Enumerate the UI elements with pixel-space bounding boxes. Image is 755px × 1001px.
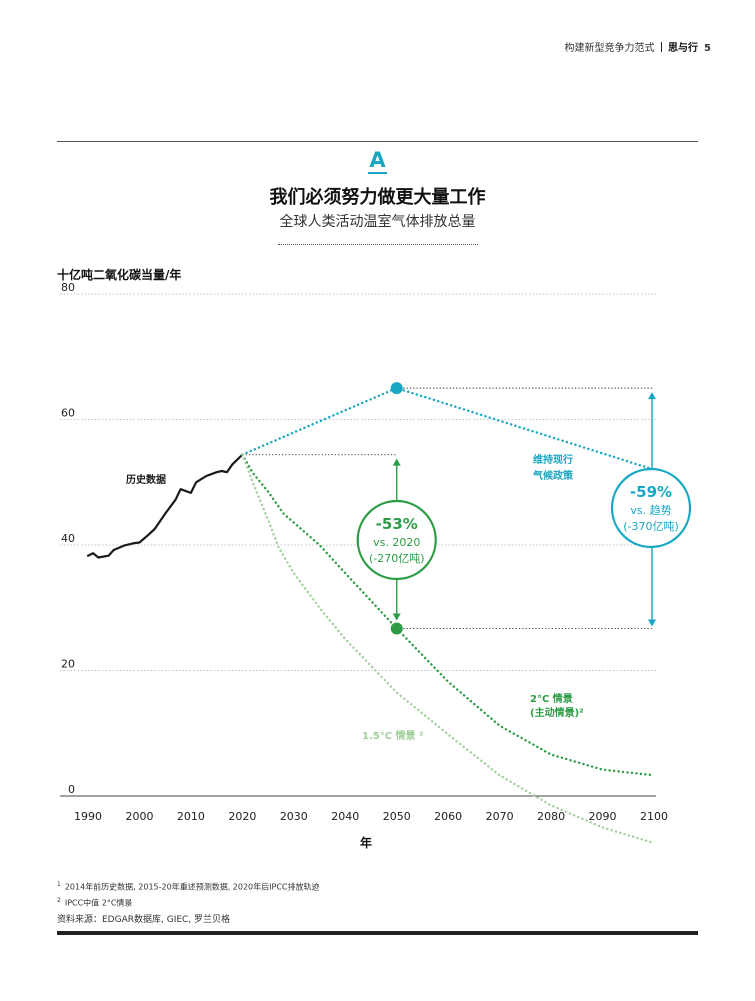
x-tick-label: 2070 bbox=[486, 810, 514, 823]
arrow-vs-2020-head-up bbox=[392, 458, 401, 466]
y-tick-label: 0 bbox=[68, 783, 75, 796]
y-tick-label: 40 bbox=[61, 532, 75, 545]
header-divider bbox=[660, 42, 663, 52]
x-tick-label: 2020 bbox=[228, 810, 256, 823]
x-axis-label: 年 bbox=[360, 835, 372, 850]
y-tick-label: 80 bbox=[61, 281, 75, 294]
x-tick-label: 2080 bbox=[537, 810, 565, 823]
reduction-vs-trend-basis: vs. 趋势 bbox=[630, 504, 671, 517]
source-note: 资料来源：EDGAR数据库, GIEC, 罗兰贝格 bbox=[57, 915, 231, 926]
arrow-vs-2020-head-down bbox=[392, 613, 401, 621]
current-policy-label-2: 气候政策 bbox=[532, 469, 574, 482]
y-tick-label: 20 bbox=[61, 658, 75, 671]
current-policy-line bbox=[241, 386, 656, 471]
y-axis-label: 十亿吨二氧化碳当量/年 bbox=[57, 268, 182, 282]
history-label: 历史数据 bbox=[126, 473, 166, 486]
current-policy-label-1: 维持现行 bbox=[533, 453, 573, 466]
reduction-vs-2020-callout bbox=[356, 499, 437, 581]
history-line bbox=[86, 453, 244, 559]
reduction-vs-2020-amount: (-270亿吨) bbox=[369, 552, 425, 565]
x-tick-label: 2050 bbox=[383, 810, 411, 823]
bottom-divider bbox=[57, 931, 698, 935]
chart-letter: A bbox=[368, 148, 387, 174]
chart-title: 我们必须努力做更大量工作 bbox=[269, 187, 486, 208]
arrow-vs-trend-head-up bbox=[648, 392, 656, 400]
title-divider bbox=[278, 244, 478, 245]
footnotes: 1 2014年前历史数据, 2015-20年重述预测数据, 2020年后IPCC排… bbox=[57, 878, 320, 927]
reduction-vs-trend-pct: -59% bbox=[630, 483, 672, 501]
arrow-vs-trend-head-down bbox=[648, 619, 656, 627]
two-degree-line bbox=[241, 453, 656, 777]
two-degree-label-2: (主动情景)² bbox=[530, 706, 584, 719]
x-tick-label: 2100 bbox=[640, 810, 668, 823]
chart-subtitle: 全球人类活动温室气体排放总量 bbox=[279, 214, 476, 230]
x-tick-label: 2060 bbox=[434, 810, 462, 823]
reduction-vs-trend-amount: (-370亿吨) bbox=[623, 520, 679, 533]
header-publication: 思与行 bbox=[668, 43, 699, 54]
reduction-vs-2020-basis: vs. 2020 bbox=[373, 536, 420, 549]
y-tick-label: 60 bbox=[61, 407, 75, 420]
page-number: 5 bbox=[704, 43, 711, 54]
x-tick-label: 1990 bbox=[74, 810, 102, 823]
footnote-2: 2 IPCC中值 2°C情景 bbox=[57, 896, 133, 908]
current-policy-2050-marker bbox=[390, 382, 403, 395]
reduction-vs-trend-callout bbox=[610, 467, 692, 549]
x-tick-label: 2090 bbox=[589, 810, 617, 823]
header-section: 构建新型竞争力范式 bbox=[564, 43, 655, 54]
page-header: 构建新型竞争力范式 思与行 5 bbox=[565, 39, 711, 54]
x-tick-label: 2030 bbox=[280, 810, 308, 823]
x-tick-label: 2000 bbox=[125, 810, 153, 823]
x-tick-label: 2040 bbox=[331, 810, 359, 823]
one-five-degree-line bbox=[241, 453, 656, 845]
x-tick-label: 2010 bbox=[177, 810, 205, 823]
two-degree-2050-marker bbox=[390, 622, 403, 635]
top-divider bbox=[57, 141, 698, 142]
one-five-degree-label: 1.5°C 情景 ² bbox=[362, 729, 423, 742]
two-degree-label-1: 2°C 情景 bbox=[530, 692, 573, 705]
footnote-1: 1 2014年前历史数据, 2015-20年重述预测数据, 2020年后IPCC排… bbox=[57, 881, 320, 892]
reduction-vs-2020-pct: -53% bbox=[376, 515, 418, 533]
